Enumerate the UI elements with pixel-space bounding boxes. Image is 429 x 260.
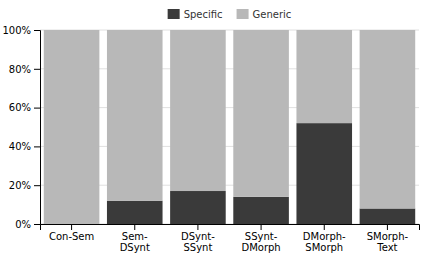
tick-mark (387, 224, 388, 230)
legend-swatch (168, 9, 180, 19)
plot: 0% 20% 40% 60% 80% 100% Con-Sem Sem-DSynt DSynt-… (2, 25, 419, 253)
bar (107, 30, 163, 201)
tick: DSynt-SSynt (181, 224, 215, 253)
tick-label: 0% (15, 219, 31, 230)
bar (360, 30, 416, 208)
grid (40, 30, 419, 224)
y-axis: 0% 20% 40% 60% 80% 100% (2, 25, 40, 230)
tick-mark (34, 185, 40, 186)
tick: SSynt-DMorph (241, 224, 280, 253)
legend-item: Specific (168, 9, 223, 20)
tick: 100% (2, 25, 40, 36)
tick-label: Sem-DSynt (120, 231, 150, 253)
tick-mark (134, 224, 135, 230)
tick: 60% (9, 102, 40, 113)
bar (296, 30, 352, 123)
legend-swatch (237, 9, 249, 19)
tick-label: SSynt-DMorph (241, 231, 280, 253)
tick-mark (261, 224, 262, 230)
tick-label: DMorph-SMorph (303, 231, 346, 253)
tick-label: DSynt-SSynt (181, 231, 215, 253)
legend-label: Generic (253, 9, 292, 20)
tick-label: SMorph-Text (367, 231, 409, 253)
bars (44, 30, 415, 224)
bar (170, 191, 226, 224)
tick-mark (71, 224, 72, 230)
axis-line (41, 225, 420, 231)
legend: Specific Generic (168, 9, 292, 20)
tick: Con-Sem (49, 224, 94, 242)
bar (107, 201, 163, 224)
tick-label: 40% (9, 141, 31, 152)
tick-label: 60% (9, 102, 31, 113)
tick-mark (34, 146, 40, 147)
tick-label: Con-Sem (49, 231, 94, 242)
bar (296, 123, 352, 224)
chart: 0% 20% 40% 60% 80% 100% Con-Sem Sem-DSynt DSynt-… (0, 0, 429, 260)
tick: 20% (9, 180, 40, 191)
tick-mark (324, 224, 325, 230)
tick: Sem-DSynt (120, 224, 150, 253)
tick: 80% (9, 64, 40, 75)
tick-mark (34, 108, 40, 109)
bar (44, 30, 100, 224)
axis-line (34, 31, 41, 225)
tick: 40% (9, 141, 40, 152)
bar (170, 30, 226, 191)
tick-mark (34, 30, 40, 31)
tick: 0% (15, 219, 40, 230)
tick: DMorph-SMorph (303, 224, 346, 253)
tick-mark (197, 224, 198, 230)
tick-mark (34, 224, 40, 225)
bar (360, 208, 416, 224)
tick-label: 100% (2, 25, 31, 36)
tick-label: 20% (9, 180, 31, 191)
x-axis: Con-Sem Sem-DSynt DSynt-SSynt SSynt-DMorph D… (41, 224, 420, 253)
legend-label: Specific (184, 9, 223, 20)
bar (233, 197, 289, 224)
bar (233, 30, 289, 197)
legend-item: Generic (237, 9, 292, 20)
tick-mark (34, 69, 40, 70)
tick: SMorph-Text (367, 224, 409, 253)
tick-label: 80% (9, 64, 31, 75)
series (44, 30, 415, 224)
